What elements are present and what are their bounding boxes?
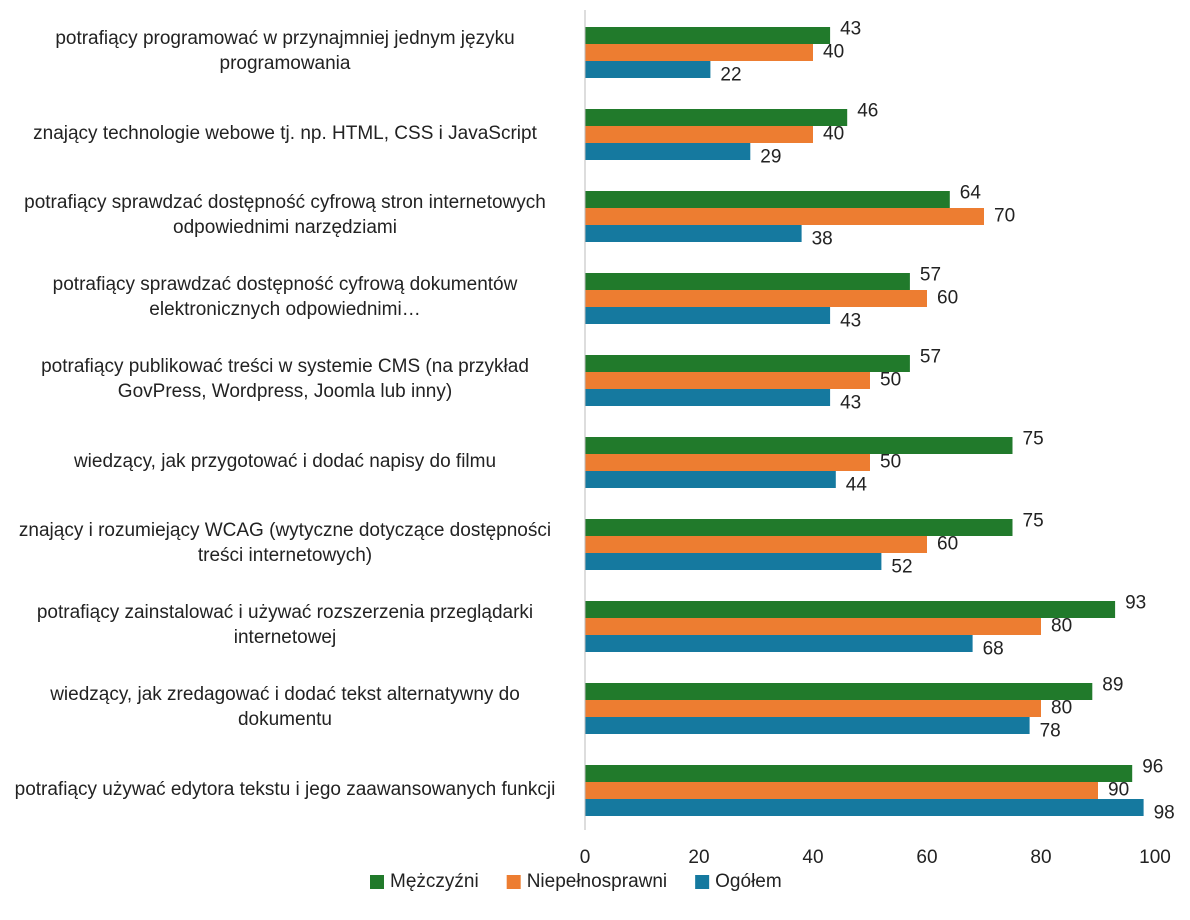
category-label: wiedzący, jak przygotować i dodać napisy… — [73, 450, 497, 472]
value-label: 75 — [1023, 511, 1044, 532]
bar — [585, 601, 1116, 618]
value-label: 52 — [891, 557, 912, 578]
value-label: 60 — [937, 288, 958, 309]
value-label: 44 — [846, 475, 868, 496]
value-label: 78 — [1040, 721, 1061, 742]
value-label: 80 — [1051, 616, 1072, 637]
value-label: 43 — [840, 19, 861, 40]
legend-swatch — [506, 875, 521, 889]
x-tick-label: 100 — [1139, 847, 1171, 868]
bar — [585, 519, 1013, 536]
category-label: wiedzący, jak zredagować i dodać tekst a… — [50, 684, 520, 730]
bar — [585, 290, 927, 307]
bar — [585, 126, 813, 143]
bar — [585, 536, 927, 553]
value-label: 64 — [960, 183, 982, 204]
bar — [585, 372, 870, 389]
value-label: 40 — [823, 42, 844, 63]
bar — [585, 225, 802, 242]
value-label: 70 — [994, 206, 1015, 227]
bar — [585, 44, 813, 61]
value-label: 40 — [823, 124, 844, 145]
value-label: 80 — [1051, 698, 1072, 719]
bar — [585, 717, 1030, 734]
bar — [585, 765, 1133, 782]
bar — [585, 618, 1041, 635]
legend-swatch — [695, 875, 710, 889]
category-label: potrafiący programować w przynajmniej je… — [55, 28, 515, 74]
bar — [585, 109, 848, 126]
value-label: 57 — [920, 347, 941, 368]
value-label: 46 — [857, 101, 878, 122]
category-label: znający technologie webowe tj. np. HTML,… — [33, 122, 537, 144]
bar — [585, 208, 984, 225]
bar — [585, 782, 1098, 799]
bar — [585, 700, 1041, 717]
bar — [585, 635, 973, 652]
bar — [585, 553, 882, 570]
bar — [585, 307, 831, 324]
category-label: potrafiący sprawdzać dostępność cyfrową … — [24, 192, 546, 238]
x-tick-label: 80 — [1030, 847, 1051, 868]
legend-label: Mężczyźni — [390, 871, 479, 892]
bar — [585, 143, 751, 160]
bar — [585, 471, 836, 488]
legend-swatch — [370, 875, 384, 889]
legend-label: Ogółem — [715, 871, 782, 892]
value-label: 50 — [880, 370, 901, 391]
value-label: 60 — [937, 534, 958, 555]
value-label: 43 — [840, 393, 861, 414]
value-label: 89 — [1102, 675, 1123, 696]
bar — [585, 61, 711, 78]
bar — [585, 273, 910, 290]
value-label: 29 — [760, 147, 781, 168]
bar — [585, 799, 1144, 816]
bar — [585, 437, 1013, 454]
category-label: potrafiący używać edytora tekstu i jego … — [14, 778, 556, 800]
value-label: 57 — [920, 265, 941, 286]
value-label: 50 — [880, 452, 901, 473]
category-label: znający i rozumiejący WCAG (wytyczne dot… — [18, 520, 552, 566]
bar — [585, 27, 831, 44]
bar — [585, 389, 831, 406]
value-label: 96 — [1142, 757, 1163, 778]
bar — [585, 454, 870, 471]
category-label: potrafiący zainstalować i używać rozszer… — [36, 602, 534, 648]
bar — [585, 355, 910, 372]
legend-label: Niepełnosprawni — [527, 871, 667, 892]
x-tick-label: 20 — [688, 847, 709, 868]
category-label: potrafiący sprawdzać dostępność cyfrową … — [52, 274, 518, 320]
value-label: 43 — [840, 311, 861, 332]
category-label: potrafiący publikować treści w systemie … — [41, 356, 529, 402]
x-tick-label: 40 — [802, 847, 823, 868]
value-label: 68 — [983, 639, 1004, 660]
x-tick-label: 60 — [916, 847, 937, 868]
x-tick-label: 0 — [580, 847, 591, 868]
bar — [585, 683, 1093, 700]
value-label: 90 — [1108, 780, 1129, 801]
bar — [585, 191, 950, 208]
value-label: 98 — [1154, 803, 1175, 824]
value-label: 93 — [1125, 593, 1146, 614]
value-label: 75 — [1023, 429, 1044, 450]
value-label: 38 — [812, 229, 833, 250]
value-label: 22 — [720, 65, 741, 86]
